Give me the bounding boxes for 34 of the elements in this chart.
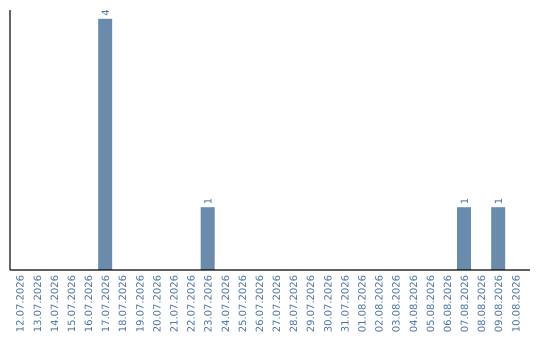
x-tick-label: 07.08.2026: [460, 275, 472, 332]
x-tick-label: 27.07.2026: [272, 275, 284, 332]
x-tick-label: 14.07.2026: [50, 275, 61, 332]
x-tick-label: 24.07.2026: [220, 275, 232, 332]
x-tick-label: 03.08.2026: [392, 275, 403, 332]
x-tick-label: 16.07.2026: [84, 275, 96, 332]
x-tick-label: 31.07.2026: [340, 275, 352, 332]
x-tick-label: 17.07.2026: [101, 275, 112, 332]
x-tick-label: 13.07.2026: [32, 275, 44, 332]
x-tick-label: 29.07.2026: [306, 275, 318, 332]
x-tick-label: 15.07.2026: [66, 275, 78, 332]
x-tick-label: 19.07.2026: [135, 275, 146, 332]
x-tick-label: 04.08.2026: [408, 275, 420, 332]
x-tick-label: 06.08.2026: [442, 275, 454, 332]
data-label: 1: [204, 198, 215, 204]
x-tick-label: 18.07.2026: [118, 275, 130, 332]
x-tick-label: 05.08.2026: [426, 275, 437, 332]
x-tick-label: 08.08.2026: [477, 275, 488, 332]
x-tick-label: 10.08.2026: [511, 275, 522, 332]
x-tick-label: 20.07.2026: [152, 275, 164, 332]
x-tick-label: 12.07.2026: [16, 275, 27, 332]
data-label: 1: [460, 198, 472, 204]
x-tick-label: 23.07.2026: [204, 275, 215, 332]
x-tick-label: 28.07.2026: [289, 275, 300, 332]
data-label: 4: [101, 9, 112, 16]
x-tick-label: 01.08.2026: [357, 275, 368, 332]
x-tick-label: 25.07.2026: [238, 275, 249, 332]
x-tick-label: 02.08.2026: [374, 275, 386, 332]
x-tick-label: 21.07.2026: [170, 275, 181, 332]
x-tick-label: 22.07.2026: [186, 275, 198, 332]
x-tick-label: 09.08.2026: [494, 275, 506, 332]
x-tick-label: 30.07.2026: [323, 275, 334, 332]
x-tick-label: 26.07.2026: [254, 275, 266, 332]
data-label: 1: [494, 198, 506, 204]
